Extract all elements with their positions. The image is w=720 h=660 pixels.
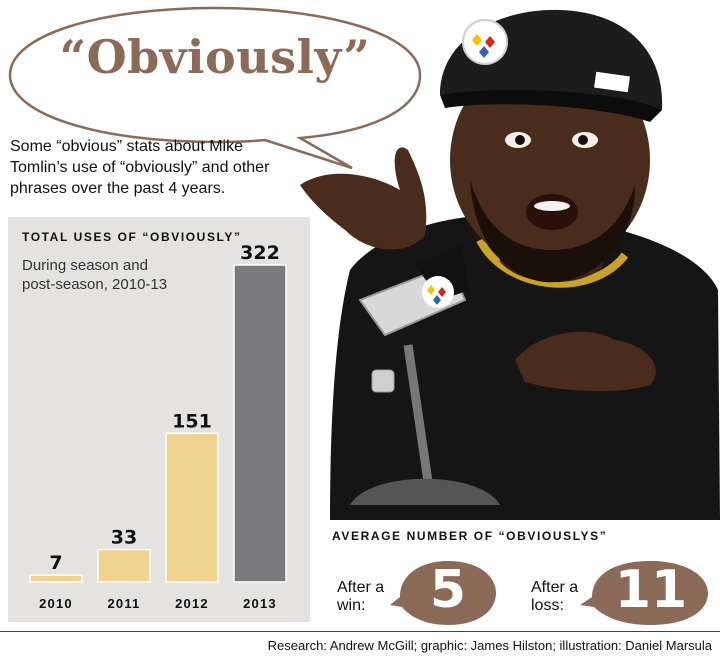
bar-chart: 7 2010 33 2011 151 2012 322 2013 xyxy=(29,242,287,611)
bar-2011 xyxy=(97,548,151,583)
bar-2012 xyxy=(165,432,219,583)
footer-divider xyxy=(0,631,720,632)
x-tick-2013: 2013 xyxy=(243,596,277,611)
win-label: After a win: xyxy=(337,579,385,614)
loss-bubble-shape xyxy=(580,561,708,625)
win-bubble-shape xyxy=(390,561,496,625)
loss-label: After a loss: xyxy=(531,579,579,614)
win-bubble xyxy=(390,561,496,625)
credits: Research: Andrew McGill; graphic: James … xyxy=(267,638,712,653)
intro-text: Some “obvious” stats about Mike Tomlin’s… xyxy=(10,138,270,197)
speech-bubble xyxy=(8,6,422,170)
loss-bubble xyxy=(580,561,708,625)
x-tick-2010: 2010 xyxy=(39,596,73,611)
chart-title: TOTAL USES OF “OBVIOUSLY” xyxy=(22,230,242,244)
data-label-2011: 33 xyxy=(111,527,137,549)
chart-subtitle: During season and post-season, 2010-13 xyxy=(22,257,168,293)
data-label-2010: 7 xyxy=(49,552,62,574)
data-label-2013: 322 xyxy=(240,242,280,264)
x-tick-2012: 2012 xyxy=(175,596,209,611)
bar-2013 xyxy=(233,264,287,583)
average-heading: AVERAGE NUMBER OF “OBVIOUSLYS” xyxy=(332,529,608,543)
bar-2010 xyxy=(29,574,83,583)
headline: “Obviously” xyxy=(59,30,371,84)
loss-value: 11 xyxy=(614,560,688,620)
tomlin-illustration xyxy=(300,9,720,520)
win-value: 5 xyxy=(429,560,467,620)
x-tick-2011: 2011 xyxy=(107,596,140,611)
data-label-2012: 151 xyxy=(172,410,212,432)
